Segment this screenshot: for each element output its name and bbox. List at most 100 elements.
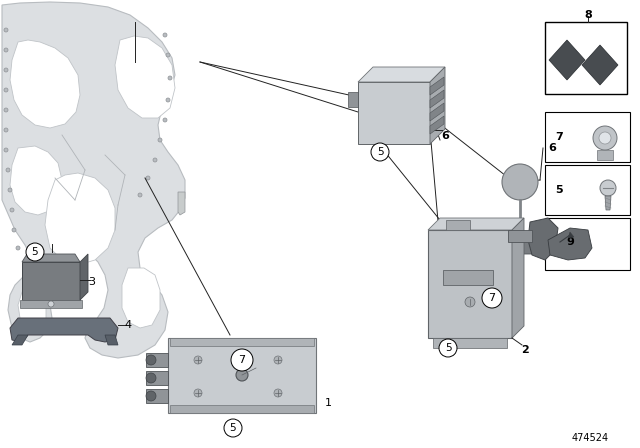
Polygon shape	[430, 90, 444, 108]
Polygon shape	[2, 2, 185, 358]
Polygon shape	[146, 371, 168, 385]
Circle shape	[158, 138, 162, 142]
Circle shape	[168, 76, 172, 80]
Polygon shape	[146, 353, 168, 367]
Circle shape	[194, 356, 202, 364]
Text: 7: 7	[239, 355, 246, 365]
Polygon shape	[512, 218, 524, 338]
Circle shape	[236, 369, 248, 381]
Polygon shape	[548, 228, 592, 260]
Polygon shape	[518, 237, 540, 254]
Text: 3: 3	[88, 277, 95, 287]
Circle shape	[600, 180, 616, 196]
Polygon shape	[348, 92, 358, 107]
Circle shape	[48, 301, 54, 307]
Circle shape	[166, 98, 170, 102]
Polygon shape	[170, 338, 314, 346]
Circle shape	[465, 297, 475, 307]
Text: 6: 6	[441, 131, 449, 141]
Circle shape	[4, 128, 8, 132]
Circle shape	[6, 168, 10, 172]
Polygon shape	[428, 230, 512, 338]
Polygon shape	[12, 335, 28, 345]
Circle shape	[4, 68, 8, 72]
Polygon shape	[528, 218, 558, 260]
Circle shape	[274, 389, 282, 397]
Polygon shape	[428, 218, 524, 230]
Circle shape	[16, 246, 20, 250]
Polygon shape	[18, 290, 46, 326]
Circle shape	[4, 28, 8, 32]
Polygon shape	[178, 192, 185, 215]
Bar	[545, 22, 627, 94]
Text: 9: 9	[566, 237, 574, 247]
Circle shape	[439, 339, 457, 357]
Text: 5: 5	[32, 247, 38, 257]
Circle shape	[4, 108, 8, 112]
Circle shape	[593, 126, 617, 150]
Circle shape	[194, 389, 202, 397]
Text: 6: 6	[548, 143, 556, 153]
Bar	[545, 112, 630, 162]
Text: 7: 7	[488, 293, 495, 303]
Text: 5: 5	[555, 185, 563, 195]
Text: 5: 5	[230, 423, 236, 433]
Circle shape	[146, 355, 156, 365]
Circle shape	[4, 88, 8, 92]
Circle shape	[4, 48, 8, 52]
Circle shape	[224, 419, 242, 437]
Polygon shape	[122, 268, 160, 328]
Circle shape	[12, 228, 16, 232]
Polygon shape	[170, 405, 314, 413]
Polygon shape	[508, 230, 532, 242]
Circle shape	[371, 143, 389, 161]
Circle shape	[153, 158, 157, 162]
Text: 4: 4	[124, 320, 132, 330]
Circle shape	[146, 373, 156, 383]
Polygon shape	[10, 40, 80, 128]
Polygon shape	[605, 196, 611, 210]
Polygon shape	[20, 300, 82, 308]
Bar	[545, 218, 630, 270]
Text: 474524: 474524	[572, 433, 609, 443]
Polygon shape	[597, 150, 613, 160]
Circle shape	[502, 164, 538, 200]
Text: 2: 2	[521, 345, 529, 355]
Polygon shape	[45, 173, 115, 265]
Bar	[545, 165, 630, 215]
Circle shape	[146, 391, 156, 401]
Polygon shape	[446, 220, 470, 230]
Circle shape	[138, 193, 142, 197]
Circle shape	[599, 132, 611, 144]
Text: 8: 8	[584, 10, 592, 20]
Polygon shape	[80, 254, 88, 300]
Text: 1: 1	[324, 398, 332, 408]
Polygon shape	[433, 338, 507, 348]
Text: 7: 7	[555, 132, 563, 142]
Polygon shape	[10, 318, 118, 342]
Circle shape	[163, 33, 167, 37]
Polygon shape	[22, 262, 80, 300]
Circle shape	[4, 148, 8, 152]
Polygon shape	[568, 232, 574, 238]
Text: 5: 5	[377, 147, 383, 157]
Polygon shape	[549, 40, 585, 80]
Circle shape	[10, 208, 14, 212]
Polygon shape	[430, 67, 445, 144]
Polygon shape	[358, 67, 445, 82]
Polygon shape	[105, 335, 118, 345]
Circle shape	[163, 118, 167, 122]
Circle shape	[8, 188, 12, 192]
Polygon shape	[430, 103, 444, 121]
Circle shape	[231, 349, 253, 371]
Polygon shape	[430, 77, 444, 95]
Circle shape	[26, 243, 44, 261]
Polygon shape	[168, 338, 316, 413]
Circle shape	[482, 288, 502, 308]
Text: 5: 5	[445, 343, 451, 353]
Circle shape	[166, 53, 170, 57]
Polygon shape	[115, 36, 175, 118]
Circle shape	[146, 176, 150, 180]
Polygon shape	[443, 270, 493, 285]
Circle shape	[274, 356, 282, 364]
